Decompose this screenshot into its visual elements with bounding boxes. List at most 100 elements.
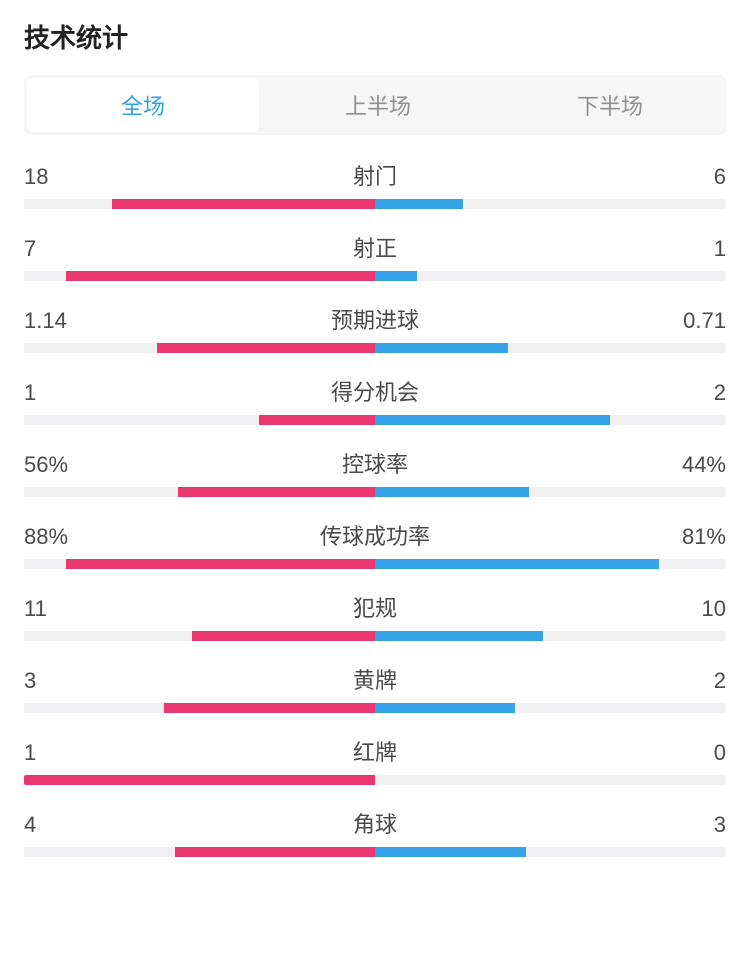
stat-right-value: 0.71 [666, 308, 726, 334]
stat-left-value: 11 [24, 596, 84, 622]
stat-bar-left-track [24, 775, 375, 785]
stat-bar [24, 847, 726, 857]
stat-bar-right-fill [375, 271, 417, 281]
stat-label: 控球率 [84, 447, 666, 479]
stat-label: 传球成功率 [84, 519, 666, 551]
stat-left-value: 56% [24, 452, 84, 478]
stat-header: 3黄牌2 [24, 663, 726, 695]
stat-left-value: 1.14 [24, 308, 84, 334]
stat-bar [24, 487, 726, 497]
stat-label: 角球 [84, 807, 666, 839]
period-tabs: 全场上半场下半场 [24, 75, 726, 135]
stat-header: 1.14预期进球0.71 [24, 303, 726, 335]
stat-right-value: 1 [666, 236, 726, 262]
panel-title: 技术统计 [24, 18, 726, 55]
stat-bar-right-track [375, 631, 726, 641]
stat-bar-right-fill [375, 631, 543, 641]
stat-bar-left-track [24, 343, 375, 353]
stat-bar-right-fill [375, 847, 526, 857]
stat-bar-left-track [24, 415, 375, 425]
stat-right-value: 81% [666, 524, 726, 550]
stat-header: 1得分机会2 [24, 375, 726, 407]
stat-bar-left-track [24, 199, 375, 209]
stat-header: 88%传球成功率81% [24, 519, 726, 551]
stat-label: 犯规 [84, 591, 666, 623]
stat-bar-right-track [375, 199, 726, 209]
stat-bar-left-track [24, 631, 375, 641]
tab-period[interactable]: 下半场 [494, 75, 726, 135]
stat-bar-right-track [375, 559, 726, 569]
stat-bar-left-fill [175, 847, 375, 857]
stats-list: 18射门67射正11.14预期进球0.711得分机会256%控球率44%88%传… [24, 159, 726, 857]
stat-label: 预期进球 [84, 303, 666, 335]
stat-bar [24, 199, 726, 209]
stat-bar-right-track [375, 847, 726, 857]
stat-bar-left-track [24, 271, 375, 281]
stat-bar [24, 415, 726, 425]
stat-left-value: 3 [24, 668, 84, 694]
stat-left-value: 1 [24, 380, 84, 406]
stat-right-value: 2 [666, 668, 726, 694]
stat-bar-right-fill [375, 343, 508, 353]
stat-right-value: 44% [666, 452, 726, 478]
stat-bar-left-fill [112, 199, 375, 209]
stat-bar [24, 775, 726, 785]
stat-bar-left-fill [24, 775, 375, 785]
tab-period[interactable]: 上半场 [262, 75, 494, 135]
stat-bar [24, 631, 726, 641]
stat-bar-right-track [375, 271, 726, 281]
stat-label: 红牌 [84, 735, 666, 767]
stat-bar-left-track [24, 847, 375, 857]
stat-bar-left-fill [192, 631, 375, 641]
stat-label: 射门 [84, 159, 666, 191]
stat-row: 7射正1 [24, 231, 726, 281]
stat-left-value: 4 [24, 812, 84, 838]
stat-header: 4角球3 [24, 807, 726, 839]
stat-left-value: 7 [24, 236, 84, 262]
stat-bar-left-fill [259, 415, 375, 425]
stat-left-value: 1 [24, 740, 84, 766]
stat-right-value: 6 [666, 164, 726, 190]
stat-row: 11犯规10 [24, 591, 726, 641]
stat-row: 4角球3 [24, 807, 726, 857]
stat-right-value: 0 [666, 740, 726, 766]
stat-bar-right-track [375, 343, 726, 353]
stat-bar-left-track [24, 703, 375, 713]
stat-left-value: 18 [24, 164, 84, 190]
stat-bar-right-track [375, 775, 726, 785]
stat-bar-right-track [375, 487, 726, 497]
stat-bar-left-fill [66, 559, 375, 569]
stat-label: 射正 [84, 231, 666, 263]
stat-bar [24, 559, 726, 569]
stat-header: 1红牌0 [24, 735, 726, 767]
stat-left-value: 88% [24, 524, 84, 550]
stat-bar-left-track [24, 487, 375, 497]
stat-row: 1.14预期进球0.71 [24, 303, 726, 353]
stat-right-value: 3 [666, 812, 726, 838]
stat-bar [24, 271, 726, 281]
stat-bar-right-track [375, 415, 726, 425]
stat-row: 3黄牌2 [24, 663, 726, 713]
stat-bar [24, 343, 726, 353]
stat-row: 1得分机会2 [24, 375, 726, 425]
stat-bar-right-fill [375, 487, 529, 497]
stat-bar-left-fill [66, 271, 375, 281]
stat-bar-right-fill [375, 415, 610, 425]
stat-bar-right-fill [375, 559, 659, 569]
stat-bar-left-fill [178, 487, 375, 497]
stat-row: 1红牌0 [24, 735, 726, 785]
stat-header: 11犯规10 [24, 591, 726, 623]
stat-bar-left-fill [164, 703, 375, 713]
stat-bar [24, 703, 726, 713]
stat-bar-right-fill [375, 703, 515, 713]
stats-panel: 技术统计 全场上半场下半场 18射门67射正11.14预期进球0.711得分机会… [0, 0, 750, 887]
stat-bar-left-track [24, 559, 375, 569]
stat-bar-left-fill [157, 343, 375, 353]
stat-row: 88%传球成功率81% [24, 519, 726, 569]
tab-period[interactable]: 全场 [27, 78, 259, 132]
stat-label: 黄牌 [84, 663, 666, 695]
stat-bar-right-track [375, 703, 726, 713]
stat-right-value: 2 [666, 380, 726, 406]
stat-header: 18射门6 [24, 159, 726, 191]
stat-bar-right-fill [375, 199, 463, 209]
